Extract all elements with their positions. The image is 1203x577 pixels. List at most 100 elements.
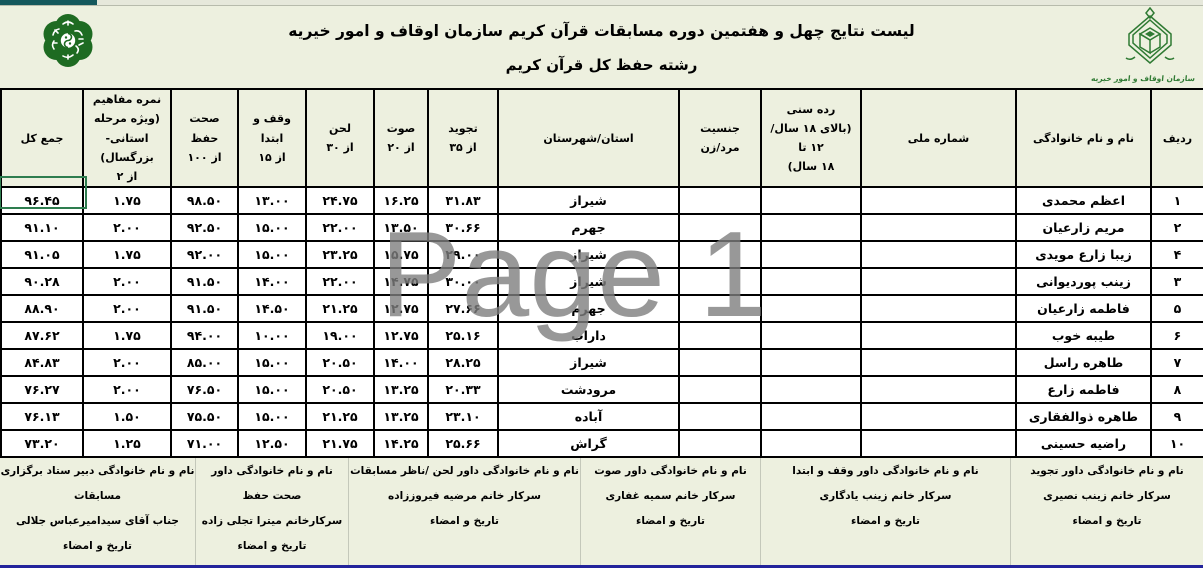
table-row: ۶ طیبه خوب داراب ۲۵.۱۶ ۱۲.۷۵ ۱۹.۰۰ ۱۰.۰۰… <box>0 321 1203 351</box>
cell-rank: ۳ <box>1150 267 1203 297</box>
cell-province: شیراز <box>497 267 680 297</box>
results-table: ردیف نام و نام خانوادگی شماره ملی رده سن… <box>0 87 1203 459</box>
cell-age-group <box>760 186 862 216</box>
cell-age-group <box>760 429 862 459</box>
col-header-hifz: صحت حفظ از ۱۰۰ <box>170 87 239 189</box>
cell-hifz: ۹۴.۰۰ <box>170 321 239 351</box>
cell-hifz: ۹۱.۵۰ <box>170 294 239 324</box>
cell-total: ۷۶.۱۳ <box>0 402 84 432</box>
cell-mafahim: ۲.۰۰ <box>82 213 172 243</box>
cell-gender <box>678 429 762 459</box>
cell-total: ۸۸.۹۰ <box>0 294 84 324</box>
cell-province: داراب <box>497 321 680 351</box>
cell-lahn: ۲۲.۰۰ <box>305 213 375 243</box>
cell-total: ۸۷.۶۲ <box>0 321 84 351</box>
cell-tajvid: ۳۰.۶۶ <box>427 213 499 243</box>
cell-mafahim: ۱.۷۵ <box>82 321 172 351</box>
cell-age-group <box>760 213 862 243</box>
cell-national-id <box>860 240 1017 270</box>
cell-tajvid: ۲۸.۲۵ <box>427 348 499 378</box>
cell-total: ۹۰.۲۸ <box>0 267 84 297</box>
signature-block-secretary: نام و نام خانوادگی دبیر ستاد برگزاری مسا… <box>0 465 195 552</box>
cell-lahn: ۱۹.۰۰ <box>305 321 375 351</box>
title-area: لیست نتایج چهل و هفتمین دوره مسابقات قرآ… <box>0 6 1203 88</box>
table-row: ۷ طاهره راسل شیراز ۲۸.۲۵ ۱۴.۰۰ ۲۰.۵۰ ۱۵.… <box>0 348 1203 378</box>
cell-rank: ۶ <box>1150 321 1203 351</box>
cell-lahn: ۲۱.۷۵ <box>305 429 375 459</box>
cell-province: گراش <box>497 429 680 459</box>
signature-block-lahn-judge: نام و نام خانوادگی داور لحن /ناظر مسابقا… <box>348 447 580 565</box>
cell-waqf: ۱۳.۰۰ <box>237 186 307 216</box>
cell-voice: ۱۴.۲۵ <box>373 429 429 459</box>
cell-rank: ۱ <box>1150 186 1203 216</box>
cell-name: طاهره ذوالفقاری <box>1015 402 1152 432</box>
cell-waqf: ۱۵.۰۰ <box>237 240 307 270</box>
cell-name: طیبه خوب <box>1015 321 1152 351</box>
cell-lahn: ۲۰.۵۰ <box>305 375 375 405</box>
table-row: ۱ اعظم محمدی شیراز ۳۱.۸۳ ۱۶.۲۵ ۲۴.۷۵ ۱۳.… <box>0 186 1203 216</box>
cell-age-group <box>760 294 862 324</box>
cell-total: ۷۶.۲۷ <box>0 375 84 405</box>
cell-waqf: ۱۴.۰۰ <box>237 267 307 297</box>
table-row: ۹ طاهره ذوالفقاری آباده ۲۳.۱۰ ۱۳.۲۵ ۲۱.۲… <box>0 402 1203 432</box>
table-row: ۳ زینب پوردیوانی شیراز ۳۰.۰۰ ۱۴.۷۵ ۲۲.۰۰… <box>0 267 1203 297</box>
cell-total: ۷۳.۲۰ <box>0 429 84 459</box>
cell-total: ۹۶.۴۵ <box>0 186 84 216</box>
col-header-province: استان/شهرستان <box>497 87 680 189</box>
table-row: ۴ زیبا زارع مویدی شیراز ۲۹.۰۰ ۱۵.۷۵ ۲۳.۲… <box>0 240 1203 270</box>
cell-age-group <box>760 348 862 378</box>
cell-mafahim: ۲.۰۰ <box>82 294 172 324</box>
col-header-age-group: رده سنی (بالای ۱۸ سال/۱۲ تا ۱۸ سال) <box>760 87 862 189</box>
signature-block-tajvid-judge: نام و نام خانوادگی داور تجوید سرکار خانم… <box>1010 447 1203 565</box>
cell-province: شیراز <box>497 348 680 378</box>
cell-voice: ۱۵.۷۵ <box>373 240 429 270</box>
cell-voice: ۱۳.۵۰ <box>373 213 429 243</box>
cell-age-group <box>760 375 862 405</box>
cell-age-group <box>760 321 862 351</box>
cell-tajvid: ۲۵.۱۶ <box>427 321 499 351</box>
table-row: ۸ فاطمه زارع مرودشت ۲۰.۳۳ ۱۳.۲۵ ۲۰.۵۰ ۱۵… <box>0 375 1203 405</box>
awqaf-organization-logo: سازمان اوقاف و امور خیریه <box>1090 6 1196 87</box>
col-header-waqf: وقف و ابتدا از ۱۵ <box>237 87 307 189</box>
cell-hifz: ۹۲.۵۰ <box>170 213 239 243</box>
table-row: ۱۰ راضیه حسینی گراش ۲۵.۶۶ ۱۴.۲۵ ۲۱.۷۵ ۱۲… <box>0 429 1203 459</box>
cell-province: شیراز <box>497 240 680 270</box>
cell-voice: ۱۳.۲۵ <box>373 375 429 405</box>
cell-lahn: ۲۲.۰۰ <box>305 267 375 297</box>
cell-tajvid: ۳۰.۰۰ <box>427 267 499 297</box>
cell-tajvid: ۲۵.۶۶ <box>427 429 499 459</box>
cell-hifz: ۷۶.۵۰ <box>170 375 239 405</box>
cell-national-id <box>860 321 1017 351</box>
cell-gender <box>678 267 762 297</box>
awqaf-emblem-icon <box>1125 6 1175 64</box>
cell-national-id <box>860 375 1017 405</box>
report-title: لیست نتایج چهل و هفتمین دوره مسابقات قرآ… <box>288 22 915 40</box>
cell-hifz: ۷۱.۰۰ <box>170 429 239 459</box>
cell-tajvid: ۲۷.۶۶ <box>427 294 499 324</box>
col-header-national-id: شماره ملی <box>860 87 1017 189</box>
cell-hifz: ۷۵.۵۰ <box>170 402 239 432</box>
cell-lahn: ۲۳.۲۵ <box>305 240 375 270</box>
col-header-tajvid: تجوید از ۳۵ <box>427 87 499 189</box>
cell-hifz: ۹۱.۵۰ <box>170 267 239 297</box>
cell-tajvid: ۲۹.۰۰ <box>427 240 499 270</box>
cell-age-group <box>760 402 862 432</box>
cell-rank: ۴ <box>1150 240 1203 270</box>
cell-rank: ۹ <box>1150 402 1203 432</box>
cell-total: ۸۴.۸۳ <box>0 348 84 378</box>
cell-hifz: ۹۲.۰۰ <box>170 240 239 270</box>
cell-name: زینب پوردیوانی <box>1015 267 1152 297</box>
report-subtitle: رشته حفظ کل قرآن کریم <box>505 56 698 74</box>
cell-name: فاطمه زارع <box>1015 375 1152 405</box>
cell-national-id <box>860 267 1017 297</box>
cell-province: جهرم <box>497 294 680 324</box>
cell-gender <box>678 213 762 243</box>
signature-strip: نام و نام خانوادگی داور تجوید سرکار خانم… <box>0 447 1203 565</box>
cell-rank: ۲ <box>1150 213 1203 243</box>
cell-province: آباده <box>497 402 680 432</box>
cell-gender <box>678 294 762 324</box>
awqaf-logo-caption: سازمان اوقاف و امور خیریه <box>1090 74 1196 83</box>
cell-hifz: ۸۵.۰۰ <box>170 348 239 378</box>
cell-lahn: ۲۱.۲۵ <box>305 294 375 324</box>
cell-gender <box>678 186 762 216</box>
